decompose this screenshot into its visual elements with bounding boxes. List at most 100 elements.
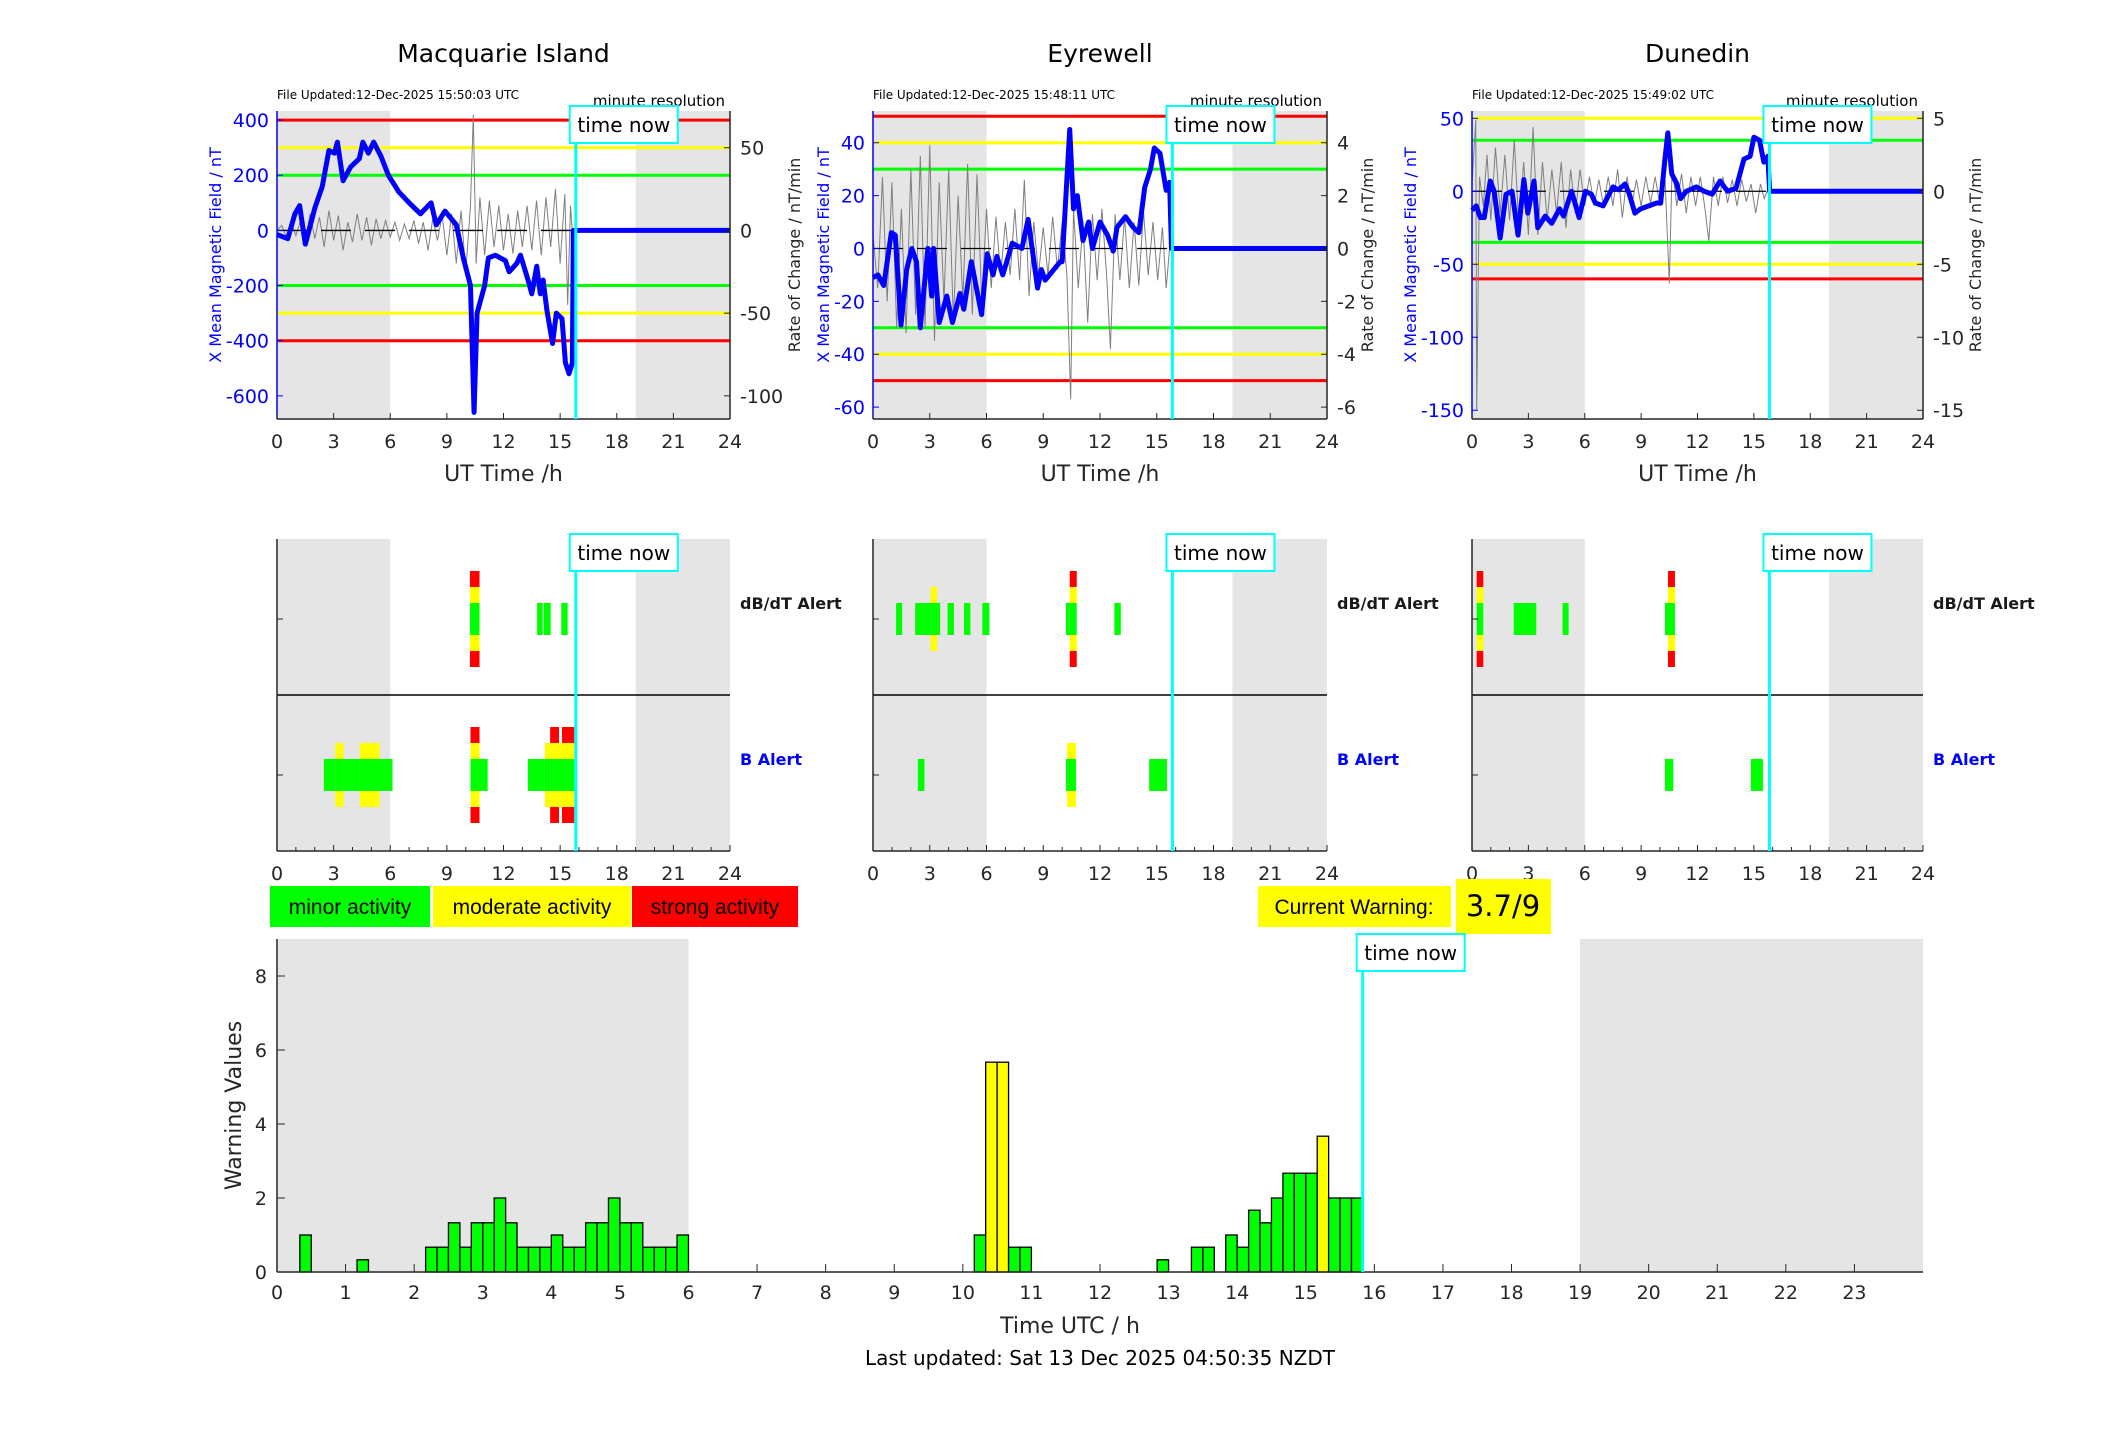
x-tick-label: 21 — [1855, 863, 1879, 885]
alert-segment-minor — [1513, 603, 1525, 635]
x-tick-label: 12 — [1685, 431, 1709, 453]
alert-segment-minor — [343, 759, 360, 791]
warning-bar — [436, 1246, 450, 1273]
warning-bar — [596, 1222, 610, 1273]
y-tick-label: 400 — [233, 110, 269, 132]
y-tick-label: -600 — [226, 386, 269, 408]
station-title: Macquarie Island — [397, 39, 610, 68]
y-tick-label: -150 — [1421, 400, 1464, 422]
x-tick-label: 6 — [384, 431, 396, 453]
x-tick-label: 24 — [718, 431, 742, 453]
time-now-box — [1165, 105, 1276, 144]
x-tick-label: 23 — [1842, 1282, 1866, 1304]
warning-bar — [516, 1246, 530, 1273]
x-tick-label: 15 — [1294, 1282, 1318, 1304]
y-tick-label: 50 — [1440, 108, 1464, 130]
b-alert-label: B Alert — [740, 750, 802, 769]
warning-bar — [470, 1222, 484, 1273]
x-tick-label: 21 — [1258, 431, 1282, 453]
y-axis-label: X Mean Magnetic Field / nT — [1401, 147, 1420, 363]
warning-values-chart: 0 1 2 3 4 5 6 7 8 9 10 11 12 13 14 15 16 17 18 19 20 21 22 2302… — [222, 933, 1923, 1339]
warning-bar — [676, 1234, 690, 1273]
x-axis-label: UT Time /h — [444, 462, 563, 487]
x-tick-label: 0 — [271, 1282, 283, 1304]
last-updated-text: Last updated: Sat 13 Dec 2025 04:50:35 N… — [865, 1346, 1336, 1370]
warning-bar — [1202, 1246, 1215, 1273]
rate-of-change-line — [1471, 119, 1768, 411]
x-tick-label: 24 — [1315, 863, 1339, 885]
x-tick-label: 12 — [491, 431, 515, 453]
x-tick-label: 1 — [340, 1282, 352, 1304]
y-right-tick-label: -50 — [740, 303, 771, 325]
alert-segment-moderate — [1069, 635, 1077, 651]
b-alert-label: B Alert — [1337, 750, 1399, 769]
file-updated-text: File Updated:12-Dec-2025 15:50:03 UTC — [277, 88, 519, 102]
x-tick-label: 21 — [661, 863, 685, 885]
alert-segment-strong — [470, 807, 480, 823]
y-right-tick-label: 0 — [740, 220, 752, 242]
warning-bar — [1282, 1172, 1295, 1273]
x-tick-label: 12 — [1088, 431, 1112, 453]
x-tick-label: 3 — [1522, 431, 1534, 453]
alert-segment-moderate — [335, 791, 344, 807]
time-now-box — [1762, 105, 1873, 144]
x-tick-label: 3 — [477, 1282, 489, 1304]
y-right-tick-label: 2 — [1337, 186, 1349, 208]
legend-swatch-moderate — [433, 886, 631, 927]
x-tick-label: 6 — [1579, 431, 1591, 453]
alert-segment-moderate — [1667, 635, 1675, 651]
alert-segment-minor — [1114, 603, 1121, 635]
x-tick-label: 18 — [1201, 863, 1225, 885]
y-tick-label: 40 — [841, 133, 865, 155]
alert-segment-moderate — [359, 743, 380, 759]
warning-bar — [424, 1246, 438, 1273]
alert-segment-strong — [1667, 651, 1675, 667]
x-tick-label: 7 — [751, 1282, 763, 1304]
x-tick-label: 8 — [820, 1282, 832, 1304]
alert-segment-minor — [1664, 603, 1668, 635]
legend-label: moderate activity — [453, 896, 612, 919]
y-right-tick-label: 4 — [1337, 133, 1349, 155]
alert-segment-moderate — [359, 791, 380, 807]
warning-bar — [1270, 1197, 1284, 1273]
y-right-tick-label: -100 — [740, 386, 783, 408]
night-shading — [1232, 111, 1327, 419]
warning-bar — [1225, 1234, 1238, 1273]
x-tick-label: 0 — [271, 863, 283, 885]
x-tick-label: 21 — [1258, 863, 1282, 885]
x-tick-label: 6 — [682, 1282, 694, 1304]
warning-bar — [539, 1246, 552, 1273]
x-tick-label: 4 — [545, 1282, 557, 1304]
y-tick-label: -200 — [226, 276, 269, 298]
alert-segment-minor — [544, 759, 551, 791]
alert-segment-moderate — [469, 587, 480, 603]
alert-segment-minor — [1067, 759, 1076, 791]
y-right-tick-label: 5 — [1933, 108, 1945, 130]
alert-segment-minor — [470, 759, 480, 791]
y-tick-label: 0 — [257, 220, 269, 242]
y-tick-label: -20 — [834, 291, 865, 313]
alert-segment-moderate — [562, 791, 575, 807]
x-tick-label: 12 — [491, 863, 515, 885]
alert-segment-moderate — [469, 635, 480, 651]
current-warning-value: 3.7/9 — [1466, 889, 1540, 923]
y-right-axis-label: Rate of Change / nT/min — [785, 158, 804, 353]
y-right-tick-label: -15 — [1933, 400, 1964, 422]
x-tick-label: 18 — [605, 431, 629, 453]
alert-panel-1: 0 3 6 9 12 15 18 21 24 dB/dT Alert B Alert time now — [867, 533, 1439, 885]
alert-segment-moderate — [930, 635, 938, 651]
x-tick-label: 9 — [1635, 863, 1647, 885]
x-tick-label: 5 — [614, 1282, 626, 1304]
warning-bar — [985, 1061, 998, 1273]
x-field-line — [1470, 130, 1923, 241]
alert-segment-minor — [558, 759, 563, 791]
x-tick-label: 3 — [328, 431, 340, 453]
alert-segment-moderate — [470, 743, 480, 759]
alert-segment-minor — [930, 603, 938, 635]
warning-bar — [573, 1246, 587, 1273]
night-shading — [277, 939, 689, 1272]
legend-swatch-minor — [270, 886, 430, 927]
time-now-label: time now — [1771, 113, 1864, 137]
legend-swatch-strong — [632, 886, 798, 927]
